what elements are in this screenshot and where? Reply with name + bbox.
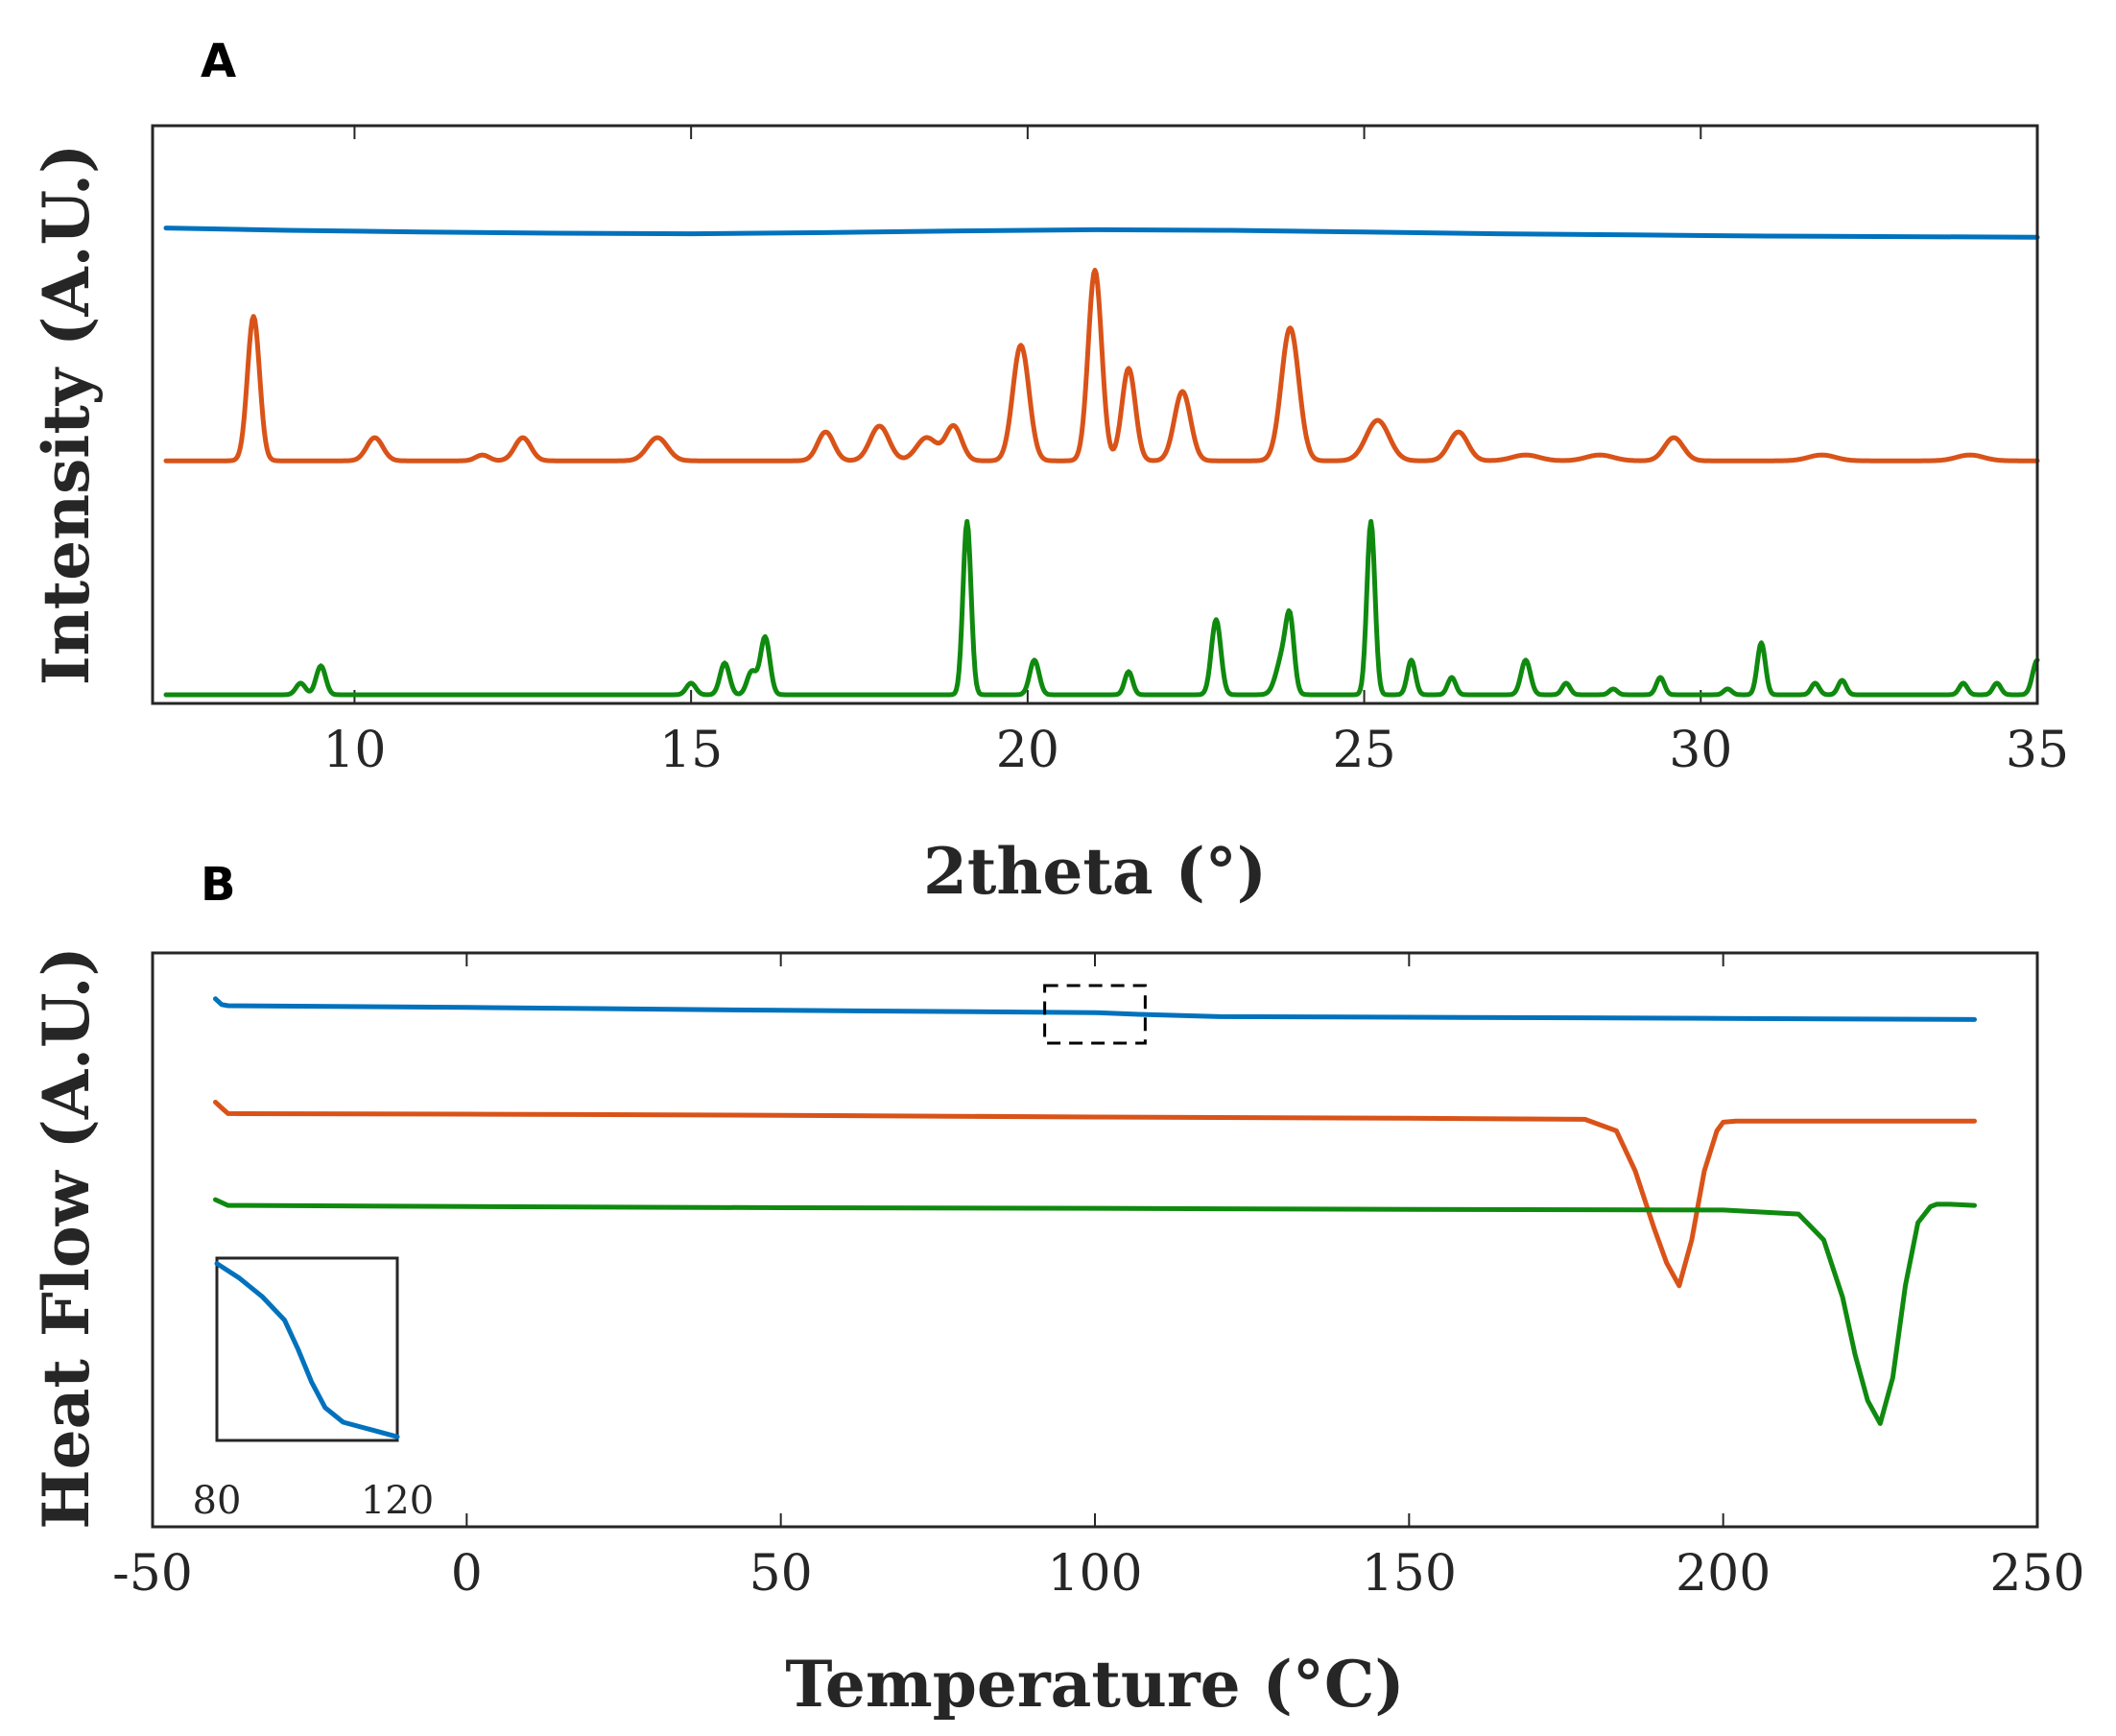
x-tick-label: 20 <box>996 722 1059 779</box>
x-tick-label: 15 <box>659 722 723 779</box>
series-orange-line <box>166 271 2037 462</box>
dsc-series <box>216 999 1975 1424</box>
inset-curve <box>217 1264 397 1438</box>
dsc-inset: 80 120 <box>193 1258 435 1523</box>
x-tick-label: 250 <box>1989 1545 2084 1603</box>
inset-frame <box>217 1258 397 1440</box>
x-tick-label: 200 <box>1676 1545 1771 1603</box>
x-tick-label: 100 <box>1047 1545 1142 1603</box>
dsc-y-axis-title: Heat Flow (A.U.) <box>29 946 104 1529</box>
xrd-y-axis-title: Intensity (A.U.) <box>29 144 104 685</box>
xrd-series <box>166 228 2037 695</box>
dsc-axes: 80 120 -50 0 50 100 150 200 250 <box>112 953 2085 1603</box>
inset-x-label-120: 120 <box>361 1479 434 1523</box>
series-green-line <box>216 1200 1975 1423</box>
dsc-ticks <box>153 953 2037 1527</box>
series-orange-line <box>216 1103 1975 1286</box>
x-tick-label: 25 <box>1332 722 1395 779</box>
dsc-x-axis-title: Temperature (°C) <box>785 1647 1404 1722</box>
x-tick-label: 30 <box>1669 722 1732 779</box>
xrd-axes: 10 15 20 25 30 35 <box>153 126 2069 779</box>
xrd-plot-frame <box>153 126 2037 703</box>
panel-label-b: B <box>201 858 236 912</box>
x-tick-label: 10 <box>322 722 386 779</box>
x-tick-label: 150 <box>1362 1545 1457 1603</box>
figure: A 10 15 20 25 30 35 2theta (°) Intensity (A.U… <box>0 0 2116 1736</box>
xrd-tick-labels: 10 15 20 25 30 35 <box>322 722 2069 779</box>
dsc-tick-labels: -50 0 50 100 150 200 250 <box>112 1545 2085 1603</box>
series-blue-line <box>216 999 1975 1020</box>
x-tick-label: -50 <box>112 1545 193 1603</box>
x-tick-label: 0 <box>451 1545 483 1603</box>
series-blue-line <box>166 228 2037 238</box>
panel-label-a: A <box>201 35 236 88</box>
x-tick-label: 50 <box>749 1545 813 1603</box>
series-green-line <box>166 521 2037 695</box>
xrd-ticks <box>354 126 2037 703</box>
dsc-plot-frame <box>153 953 2037 1527</box>
inset-x-label-80: 80 <box>193 1479 242 1523</box>
xrd-x-axis-title: 2theta (°) <box>923 834 1267 909</box>
x-tick-label: 35 <box>2006 722 2069 779</box>
